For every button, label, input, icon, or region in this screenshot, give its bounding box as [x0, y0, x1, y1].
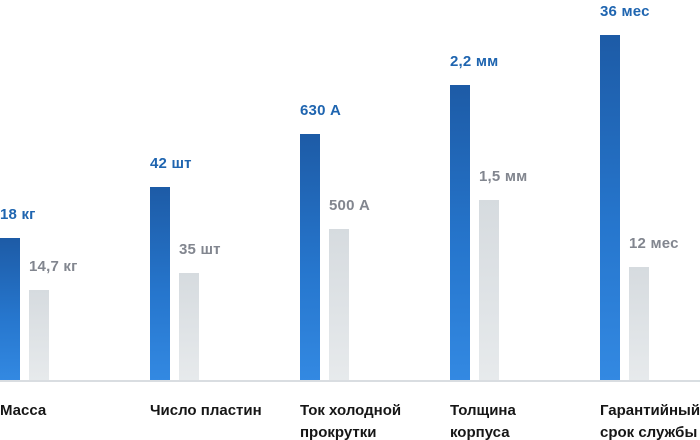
secondary-value-label: 35 шт [179, 241, 221, 258]
chart-group: 2,2 мм 1,5 мм Толщина корпуса [450, 0, 600, 440]
primary-bar [450, 85, 470, 381]
chart-group: 630 А 500 А Ток холодной прокрутки [300, 0, 450, 440]
secondary-value-label: 12 мес [629, 235, 679, 252]
primary-bar [150, 187, 170, 381]
secondary-bar [479, 200, 499, 381]
primary-value-label: 36 мес [600, 3, 650, 20]
category-label: Ток холодной прокрутки [300, 402, 402, 440]
category-label: Масса [0, 402, 47, 419]
x-axis-line [0, 380, 700, 382]
category-label: Толщина корпуса [450, 402, 516, 440]
secondary-value-label: 1,5 мм [479, 168, 528, 185]
secondary-bar [179, 273, 199, 381]
primary-value-label: 42 шт [150, 155, 192, 172]
secondary-value-label: 500 А [329, 197, 371, 214]
secondary-value-label: 14,7 кг [29, 258, 78, 275]
category-label: Гарантийный срок службы [600, 402, 700, 440]
secondary-bar [629, 267, 649, 381]
primary-value-label: 630 А [300, 102, 342, 119]
primary-value-label: 18 кг [0, 206, 36, 223]
primary-value-label: 2,2 мм [450, 53, 499, 70]
secondary-bar [29, 290, 49, 381]
chart-group: 42 шт 35 шт Число пластин [150, 0, 300, 440]
secondary-bar [329, 229, 349, 381]
category-label: Число пластин [150, 402, 262, 419]
primary-bar [0, 238, 20, 381]
chart-group: 18 кг 14,7 кг Масса [0, 0, 150, 440]
chart-group: 36 мес 12 мес Гарантийный срок службы [600, 0, 700, 440]
primary-bar [600, 35, 620, 381]
primary-bar [300, 134, 320, 381]
